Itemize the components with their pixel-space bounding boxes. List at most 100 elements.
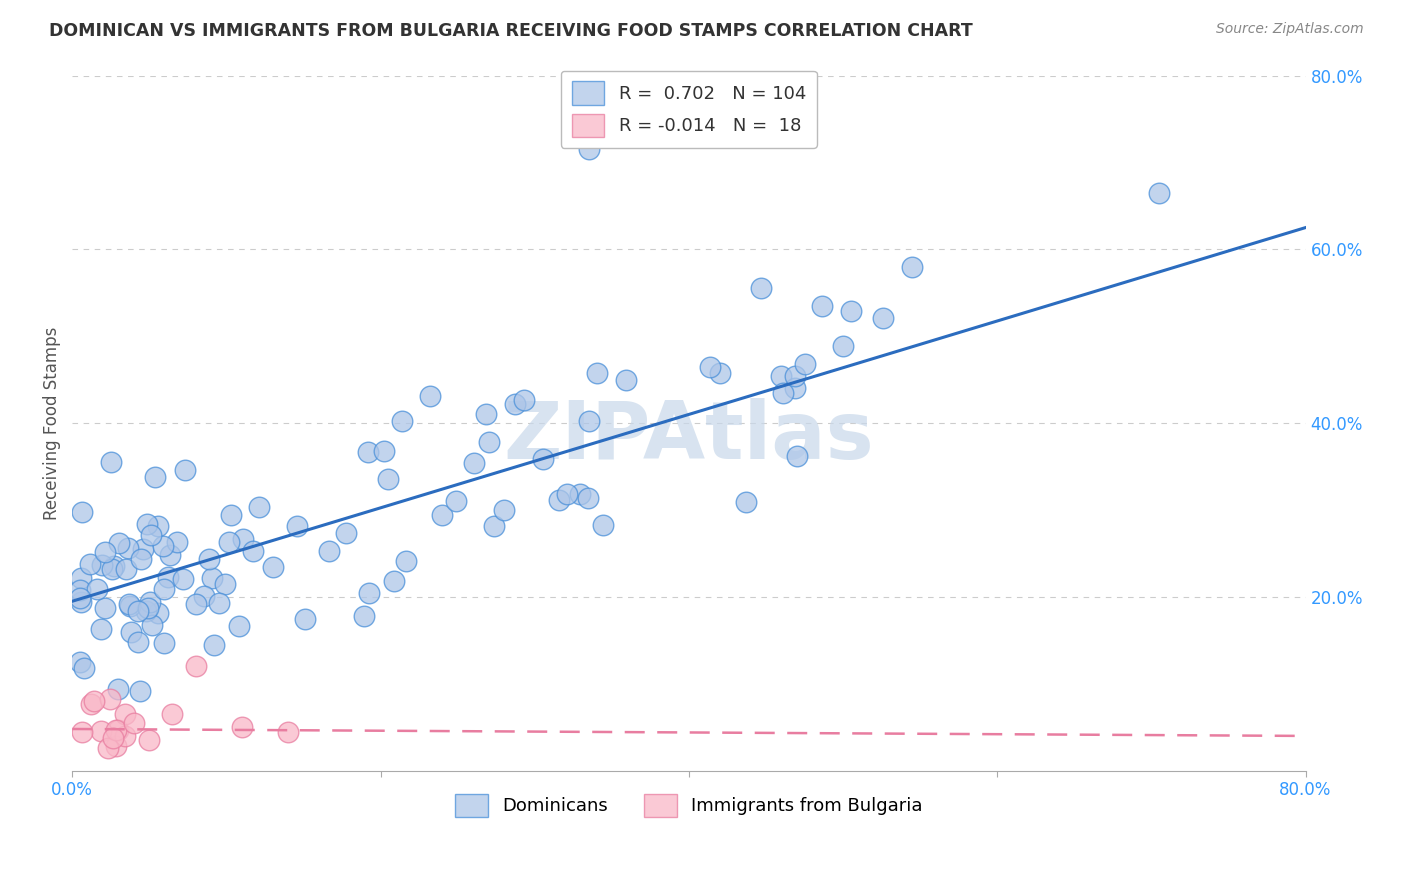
Point [232,532,254,546]
Point [568,486,591,500]
Point [377,472,399,486]
Point [107,723,129,737]
Point [318,543,340,558]
Point [172,572,194,586]
Point [394,554,416,568]
Point [90,558,112,572]
Text: ZIPAtlas: ZIPAtlas [503,398,875,476]
Point [139,527,162,541]
Point [578,142,600,156]
Point [103,559,125,574]
Y-axis label: Receiving Food Stamps: Receiving Food Stamps [44,326,60,520]
Point [152,539,174,553]
Point [174,463,197,477]
Point [1147,186,1170,200]
Point [69,591,91,606]
Point [93,600,115,615]
Point [430,508,453,522]
Point [201,571,224,585]
Point [208,596,231,610]
Point [709,367,731,381]
Point [277,724,299,739]
Point [419,389,441,403]
Point [101,562,124,576]
Text: Source: ZipAtlas.com: Source: ZipAtlas.com [1216,22,1364,37]
Point [69,582,91,597]
Point [100,455,122,469]
Point [811,299,834,313]
Point [839,304,862,318]
Point [117,541,139,556]
Point [79,557,101,571]
Point [576,491,599,506]
Point [107,681,129,696]
Point [531,452,554,467]
Point [156,569,179,583]
Point [166,534,188,549]
Point [783,380,806,394]
Point [214,577,236,591]
Point [482,519,505,533]
Point [783,368,806,383]
Point [231,720,253,734]
Point [294,612,316,626]
Point [146,607,169,621]
Point [548,492,571,507]
Point [197,551,219,566]
Point [120,625,142,640]
Point [153,582,176,596]
Point [132,541,155,556]
Point [901,260,924,274]
Point [357,586,380,600]
Point [83,694,105,708]
Point [146,519,169,533]
Point [98,692,121,706]
Point [285,519,308,533]
Point [69,570,91,584]
Point [70,594,93,608]
Point [184,659,207,673]
Point [793,357,815,371]
Point [357,445,380,459]
Point [70,505,93,519]
Point [247,500,270,514]
Point [474,408,496,422]
Point [614,373,637,387]
Point [89,622,111,636]
Point [139,595,162,609]
Point [586,367,609,381]
Point [512,393,534,408]
Point [555,486,578,500]
Point [80,698,103,712]
Point [202,638,225,652]
Point [127,604,149,618]
Point [115,562,138,576]
Point [772,386,794,401]
Point [335,525,357,540]
Point [129,552,152,566]
Point [145,470,167,484]
Point [127,635,149,649]
Point [734,495,756,509]
Point [162,707,184,722]
Point [159,548,181,562]
Point [70,725,93,739]
Point [749,280,772,294]
Point [218,535,240,549]
Point [135,604,157,618]
Point [138,733,160,747]
Point [104,723,127,738]
Point [391,414,413,428]
Point [186,597,208,611]
Point [136,600,159,615]
Point [141,617,163,632]
Point [90,723,112,738]
Point [219,508,242,522]
Point [242,544,264,558]
Point [463,456,485,470]
Legend: Dominicans, Immigrants from Bulgaria: Dominicans, Immigrants from Bulgaria [449,787,929,824]
Point [193,589,215,603]
Point [872,311,894,326]
Point [97,741,120,756]
Point [73,661,96,675]
